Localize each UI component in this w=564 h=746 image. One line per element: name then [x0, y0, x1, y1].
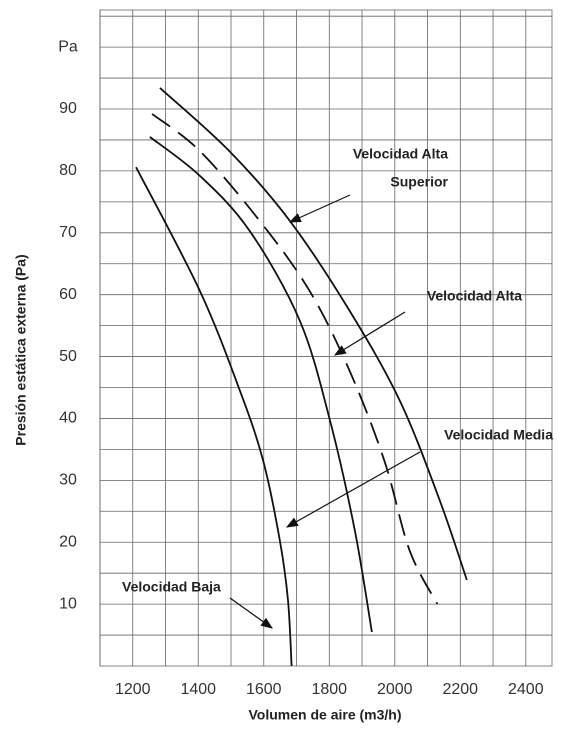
annotation: Velocidad Media — [444, 427, 553, 443]
y-tick-label: 20 — [59, 533, 77, 550]
annotation-arrow — [285, 451, 421, 528]
annotation: Velocidad Alta — [427, 288, 522, 304]
x-tick-label: 2000 — [377, 681, 413, 698]
curve — [159, 87, 468, 581]
plot-frame — [99, 9, 553, 667]
y-axis-title: Presión estática externa (Pa) — [13, 254, 29, 445]
y-tick-label: 40 — [59, 410, 77, 427]
curve — [151, 113, 439, 605]
x-tick-label: 1200 — [115, 681, 151, 698]
x-tick-label: 1600 — [246, 681, 282, 698]
y-tick-label: 80 — [59, 162, 77, 179]
annotation: Velocidad Baja — [122, 579, 221, 595]
annotation: Velocidad Alta — [353, 146, 448, 162]
y-tick-label: 70 — [59, 224, 77, 241]
y-tick-label: 50 — [59, 348, 77, 365]
annotation-arrow — [288, 194, 351, 223]
y-tick-label: 30 — [59, 472, 77, 489]
curve — [135, 166, 293, 667]
annotation: Superior — [390, 174, 448, 190]
x-tick-label: 2200 — [442, 681, 478, 698]
x-tick-label: 1800 — [311, 681, 347, 698]
annotation-arrow — [229, 597, 273, 629]
y-tick-label: 90 — [59, 100, 77, 117]
curve — [149, 136, 373, 633]
annotation-arrow — [333, 311, 406, 356]
x-tick-label: 1400 — [180, 681, 216, 698]
x-tick-label: 2400 — [508, 681, 544, 698]
y-tick-label: 10 — [59, 595, 77, 612]
y-tick-label: Pa — [58, 38, 78, 55]
y-tick-label: 60 — [59, 286, 77, 303]
x-axis-title: Volumen de aire (m3/h) — [249, 707, 402, 723]
